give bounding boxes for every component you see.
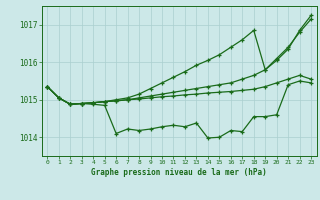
X-axis label: Graphe pression niveau de la mer (hPa): Graphe pression niveau de la mer (hPa) (91, 168, 267, 177)
